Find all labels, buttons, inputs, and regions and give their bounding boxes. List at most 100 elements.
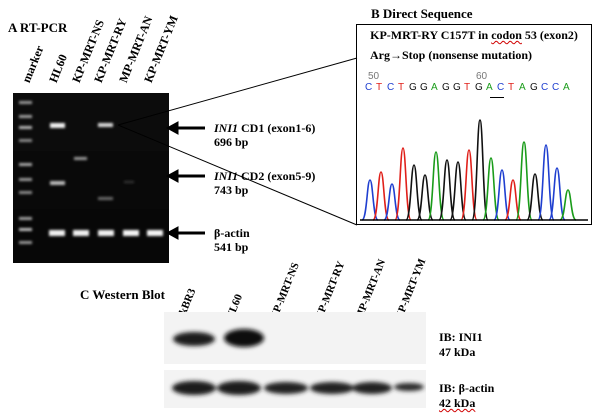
base-letter: G <box>442 82 450 93</box>
ib-label-ini1: IB: INI1 47 kDa <box>439 330 483 360</box>
actin-wb-band <box>310 382 354 394</box>
band-size: 541 bp <box>214 240 249 254</box>
base-letter: C <box>541 82 549 93</box>
panel-c-label: C Western Blot <box>80 287 165 302</box>
rt-pcr-gel <box>13 93 169 263</box>
cd2-band-kp-mrt-ns <box>74 157 87 160</box>
base-letter: A <box>563 82 570 93</box>
position-50: 50 <box>368 71 380 82</box>
mutation-underline <box>490 97 504 98</box>
chromatogram-traces <box>361 119 577 221</box>
trace-peak <box>548 167 566 221</box>
panel-a-label: A RT-PCR <box>8 20 68 35</box>
ib-size: 47 kDa <box>439 345 476 359</box>
trace-peak <box>449 161 467 221</box>
marker-band <box>19 126 32 129</box>
marker-band <box>19 228 32 231</box>
arrow-actin <box>165 226 205 240</box>
marker-band <box>19 217 32 220</box>
trace-peak <box>394 147 412 221</box>
trace-peak <box>372 171 390 221</box>
trace-peak <box>515 141 533 221</box>
western-blot-ini1 <box>164 312 426 364</box>
position-60: 60 <box>476 71 488 82</box>
trace-peak <box>482 157 500 221</box>
actin-band <box>98 230 114 236</box>
trace-peak <box>537 144 555 221</box>
base-letter: G <box>409 82 417 93</box>
marker-band <box>19 178 32 181</box>
base-letter: C <box>497 82 505 93</box>
actin-wb-band <box>352 382 392 394</box>
trace-peak <box>526 173 544 221</box>
base-letter: A <box>486 82 493 93</box>
base-letter: T <box>376 82 383 93</box>
panel-b-label: B Direct Sequence <box>371 6 473 21</box>
band-size: 696 bp <box>214 135 249 149</box>
base-letter: C <box>365 82 373 93</box>
trace-peak <box>416 174 434 221</box>
ib-name: IB: INI1 <box>439 330 483 344</box>
actin-wb-band <box>394 383 424 391</box>
mutation-description: Arg→Stop (nonsense mutation) <box>370 48 533 62</box>
gel-section-2 <box>13 151 169 209</box>
base-letter: T <box>464 82 471 93</box>
trace-peak <box>471 119 489 221</box>
trace-peak <box>438 159 456 221</box>
actin-wb-band <box>264 382 308 394</box>
ini1-band-hl60 <box>224 329 264 347</box>
cd2-band-mp-mrt-an <box>124 181 134 183</box>
cd1-band-hl60 <box>50 123 65 128</box>
band-text: CD2 (exon5-9) <box>238 169 316 183</box>
ini1-band-skbr3 <box>173 332 215 346</box>
actin-band <box>73 230 89 236</box>
base-letter: A <box>519 82 526 93</box>
cd2-band-kp-mrt-ry <box>98 197 113 200</box>
arrow-cd2 <box>165 169 205 183</box>
base-letter: G <box>475 82 483 93</box>
cd1-band-kp-mrt-ry <box>98 123 113 127</box>
ib-name: IB: β-actin <box>439 381 495 395</box>
marker-band <box>19 241 32 244</box>
connector-line-top <box>117 57 358 126</box>
trace-peak <box>427 151 445 221</box>
marker-band <box>19 163 32 166</box>
connector-line-bottom <box>117 124 358 226</box>
sequence-title: KP-MRT-RY C157T in codon 53 (exon2) <box>370 28 578 42</box>
arrow-cd1 <box>165 121 205 135</box>
marker-band <box>19 101 32 104</box>
band-text: CD1 (exon1-6) <box>238 121 316 135</box>
gel-section-1 <box>13 93 169 151</box>
base-letter: G <box>530 82 538 93</box>
sequence-panel <box>356 24 592 225</box>
actin-wb-band <box>217 381 261 395</box>
marker-band <box>19 115 32 118</box>
base-letter: G <box>420 82 428 93</box>
ib-size: 42 kDa <box>439 396 476 410</box>
actin-band <box>147 230 163 236</box>
western-blot-actin <box>164 370 426 408</box>
actin-wb-band <box>172 381 216 395</box>
band-size: 743 bp <box>214 183 249 197</box>
cd2-band-hl60 <box>50 181 65 185</box>
band-label-cd1: INI1 CD1 (exon1-6) 696 bp <box>214 121 315 149</box>
base-letter: T <box>508 82 515 93</box>
trace-peak <box>493 169 511 221</box>
trace-peak <box>460 149 478 221</box>
band-label-cd2: INI1 CD2 (exon5-9) 743 bp <box>214 169 315 197</box>
trace-peak <box>559 189 577 221</box>
actin-band <box>123 230 139 236</box>
trace-peak <box>405 164 423 221</box>
base-letter: G <box>453 82 461 93</box>
base-letter: C <box>387 82 395 93</box>
marker-band <box>19 139 32 142</box>
chromatogram <box>360 119 588 221</box>
gel-section-3 <box>13 209 169 263</box>
band-arrows <box>165 121 205 240</box>
base-letter: T <box>398 82 405 93</box>
marker-band <box>19 191 32 194</box>
actin-band <box>49 230 65 236</box>
base-letter: C <box>552 82 560 93</box>
